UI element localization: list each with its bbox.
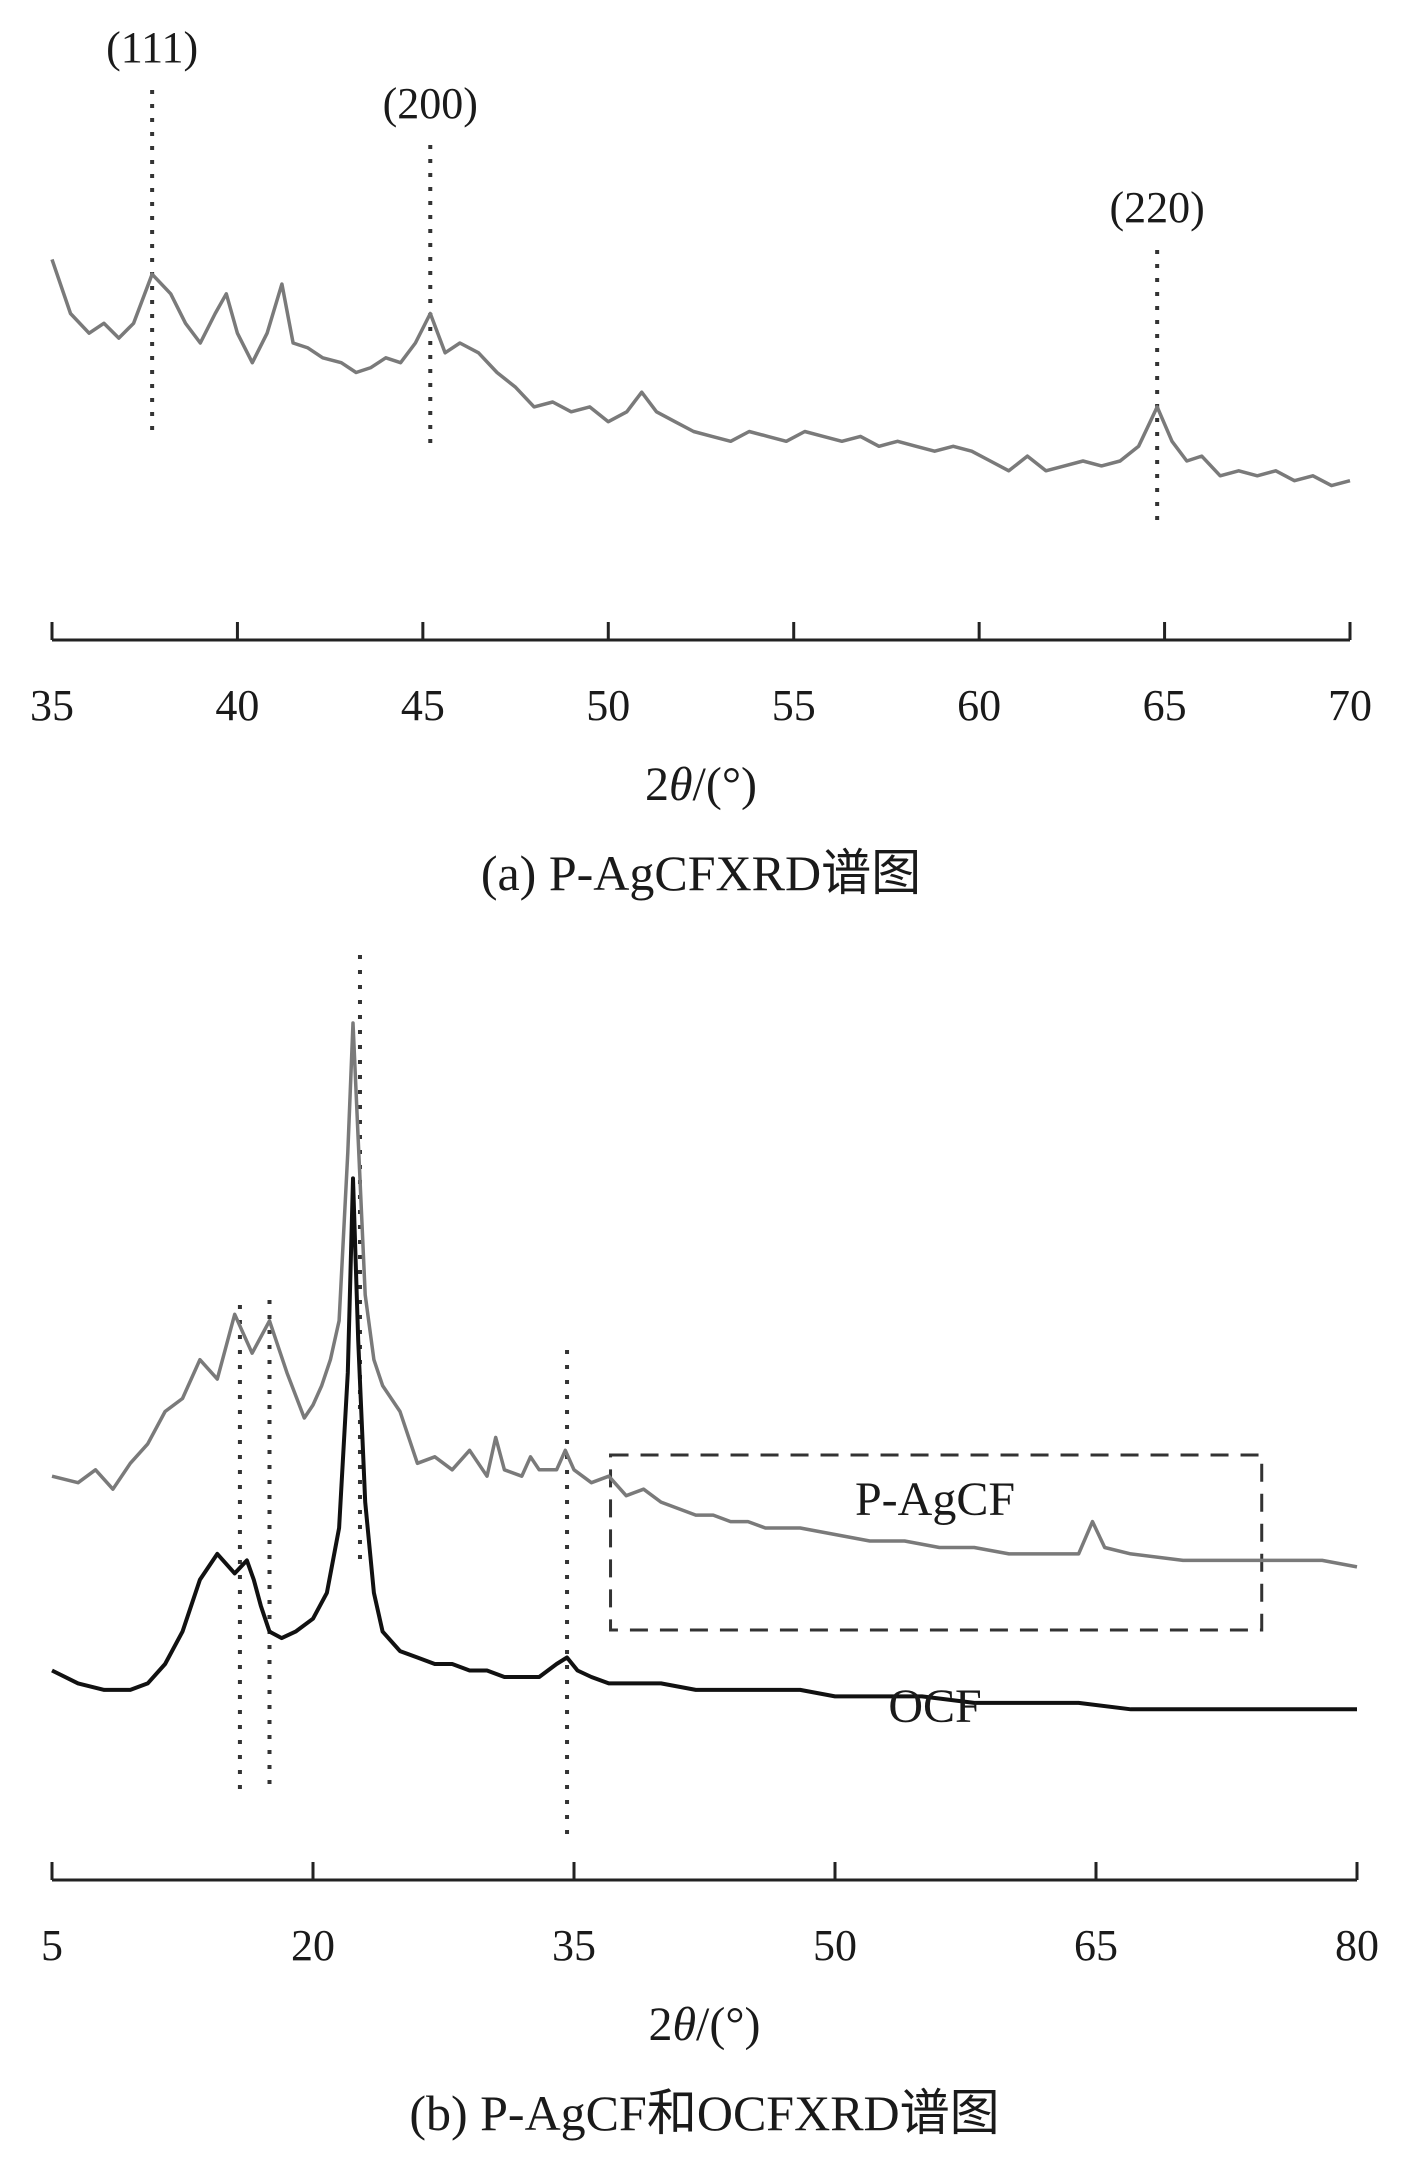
panel-a-xrd-chart: (111)(200)(220) 35 40 45 50 55 60 65 70 2θ/(°) … bbox=[30, 23, 1372, 901]
x-tick-label: 65 bbox=[1074, 1921, 1118, 1970]
x-tick-label: 80 bbox=[1335, 1921, 1379, 1970]
panel-b-series-group bbox=[51, 1021, 1358, 1712]
x-tick-label: 5 bbox=[41, 1921, 63, 1970]
panel-b-reference-guides bbox=[237, 955, 570, 1840]
panel-a-x-axis-title: 2θ/(°) bbox=[645, 758, 757, 811]
series-label-p-agcf: P-AgCF bbox=[855, 1473, 1015, 1526]
plane-label-111: (111) bbox=[106, 23, 198, 72]
x-tick-label: 60 bbox=[957, 681, 1001, 730]
panel-a-series-group bbox=[50, 258, 1351, 488]
x-tick-label: 20 bbox=[291, 1921, 335, 1970]
series-line-ocf bbox=[51, 1176, 1357, 1712]
panel-a-plane-guides bbox=[150, 90, 1160, 530]
panel-a-caption: (a) P-AgCFXRD谱图 bbox=[481, 845, 921, 901]
series-line-p-agcf bbox=[51, 1021, 1358, 1569]
panel-b-x-axis-title: 2θ/(°) bbox=[648, 1998, 760, 2051]
plane-label-220: (220) bbox=[1109, 183, 1204, 232]
x-tick-label: 45 bbox=[401, 681, 445, 730]
x-tick-label: 50 bbox=[586, 681, 630, 730]
panel-a-x-ticks: 35 40 45 50 55 60 65 70 bbox=[30, 622, 1372, 730]
panel-b-xrd-chart: P-AgCF OCF 5 20 35 50 65 80 2θ/(°) (b) P-AgCF… bbox=[41, 955, 1379, 2141]
x-tick-label: 65 bbox=[1143, 681, 1187, 730]
series-line-p-agcf bbox=[50, 258, 1351, 488]
x-tick-label: 35 bbox=[30, 681, 74, 730]
panel-b-caption: (b) P-AgCF和OCFXRD谱图 bbox=[409, 2085, 999, 2141]
panel-b-highlight-box bbox=[609, 1453, 1264, 1632]
series-label-ocf: OCF bbox=[888, 1680, 981, 1733]
x-tick-label: 50 bbox=[813, 1921, 857, 1970]
x-tick-label: 35 bbox=[552, 1921, 596, 1970]
x-tick-label: 55 bbox=[772, 681, 816, 730]
panel-b-x-ticks: 5 20 35 50 65 80 bbox=[41, 1862, 1379, 1970]
x-tick-label: 70 bbox=[1328, 681, 1372, 730]
plane-label-200: (200) bbox=[383, 79, 478, 128]
panel-a-plane-labels: (111) (200) (220) bbox=[106, 23, 1205, 232]
x-tick-label: 40 bbox=[215, 681, 259, 730]
